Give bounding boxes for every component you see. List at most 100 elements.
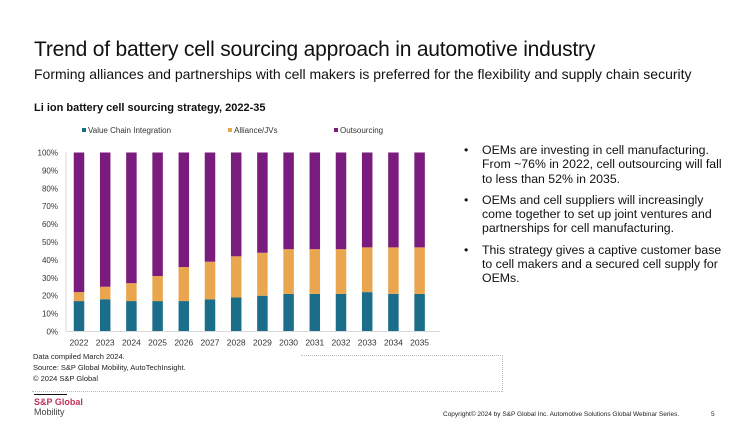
source-note-copyright: © 2024 S&P Global [33,374,99,383]
bar-value-chain-integration-2022 [73,301,85,332]
bar-outsourcing-2032 [335,152,347,250]
x-tick-label: 2033 [358,338,377,348]
bar-value-chain-integration-2025 [152,301,163,332]
x-tick-label: 2023 [96,338,115,348]
bar-outsourcing-2026 [178,152,190,268]
x-axis: 2022 2023 2024 2025 2026 2027 2028 2029 2030 2031… [66,331,440,348]
chart-legend: Value Chain Integration Alliance/JVs Outso… [82,126,383,135]
bar-value-chain-integration-2028 [230,297,242,332]
bar-value-chain-integration-2023 [99,299,111,332]
y-tick-label: 70% [42,202,58,211]
y-tick-label: 30% [42,274,58,283]
bar-value-chain-integration-2032 [335,293,347,332]
bars [73,152,425,332]
bar-alliance-jvs-2025 [152,276,163,302]
key-point: • OEMs and cell suppliers will increasing… [464,193,734,236]
legend-label: Value Chain Integration [88,126,171,135]
bar-value-chain-integration-2029 [257,295,268,332]
source-box-border [301,355,503,392]
key-point: • OEMs are investing in cell manufacturin… [464,143,734,186]
logo-sub: Mobility [34,407,65,417]
logo-brand: S&P Global [34,397,83,407]
x-tick-label: 2026 [174,338,193,348]
y-tick-label: 90% [42,166,58,175]
y-axis: 0% 10% 20% 30% 40% 50% 60% 70% 80% 90% 100% [38,149,67,337]
bar-outsourcing-2023 [99,152,111,287]
legend-item: Alliance/JVs [228,126,278,135]
bar-outsourcing-2033 [361,152,373,248]
bar-stack-2024 [126,152,137,332]
bar-alliance-jvs-2033 [361,247,373,293]
key-point-text: OEMs are investing in cell manufacturing… [482,143,722,186]
bar-outsourcing-2030 [283,152,294,250]
bar-outsourcing-2035 [414,152,425,248]
x-tick-label: 2027 [201,338,220,348]
bar-value-chain-integration-2026 [178,301,190,332]
key-point-text: OEMs and cell suppliers will increasingl… [482,192,712,236]
legend-item: Value Chain Integration [82,126,171,135]
bar-alliance-jvs-2022 [73,292,85,302]
bar-alliance-jvs-2029 [257,252,268,296]
bar-alliance-jvs-2030 [283,249,294,294]
y-tick-label: 40% [42,256,58,265]
bar-stack-2034 [388,152,399,332]
x-tick-label: 2025 [148,338,167,348]
key-points-list: • OEMs are investing in cell manufacturin… [464,143,734,293]
legend-swatch [334,128,338,132]
x-tick-label: 2030 [279,338,298,348]
source-notes: Data compiled March 2024. Source: S&P Gl… [32,351,502,392]
x-tick-label: 2022 [70,338,89,348]
bar-value-chain-integration-2035 [414,293,425,332]
bar-stack-2030 [283,152,294,332]
x-tick-label: 2032 [332,338,351,348]
bar-value-chain-integration-2034 [388,293,399,332]
bar-alliance-jvs-2028 [230,256,242,298]
bar-stack-2032 [335,152,347,332]
slide-subtitle: Forming alliances and partnerships with … [34,66,692,82]
y-tick-label: 20% [42,292,58,301]
bar-value-chain-integration-2033 [361,292,373,332]
bar-alliance-jvs-2035 [414,247,425,294]
bullet-icon: • [464,242,469,257]
bar-stack-2029 [257,152,268,332]
bullet-icon: • [464,192,469,207]
x-tick-label: 2024 [122,338,141,348]
stacked-bar-chart: Value Chain Integration Alliance/JVs Outso… [38,126,440,348]
x-tick-label: 2034 [384,338,403,348]
bar-value-chain-integration-2024 [126,301,137,332]
x-tick-label: 2031 [305,338,324,348]
bar-outsourcing-2025 [152,152,163,277]
legend-swatch [82,128,86,132]
source-note-date: Data compiled March 2024. [33,352,125,361]
legend-swatch [228,128,232,132]
bar-alliance-jvs-2026 [178,267,190,302]
footer-copyright: Copyright© 2024 by S&P Global Inc. Autom… [443,411,680,418]
bar-stack-2023 [99,152,111,332]
bar-stack-2027 [204,152,216,332]
x-tick-label: 2028 [227,338,246,348]
y-tick-label: 60% [42,220,58,229]
key-point-text: This strategy gives a captive customer b… [482,242,722,286]
bar-outsourcing-2024 [126,152,137,284]
bar-outsourcing-2031 [309,152,321,250]
bar-outsourcing-2027 [204,152,216,262]
page-number: 5 [711,411,715,418]
bar-outsourcing-2034 [388,152,399,248]
legend-label: Alliance/JVs [234,126,278,135]
slide-title: Trend of battery cell sourcing approach … [34,38,596,61]
legend-label: Outsourcing [340,126,383,135]
bar-alliance-jvs-2031 [309,249,321,294]
chart-title: Li ion battery cell sourcing strategy, 2… [34,102,266,114]
bar-stack-2028 [230,152,242,332]
bar-value-chain-integration-2031 [309,293,321,332]
y-tick-label: 50% [42,238,58,247]
legend-item: Outsourcing [334,126,383,135]
bar-value-chain-integration-2030 [283,293,294,332]
bar-outsourcing-2028 [230,152,242,257]
bar-outsourcing-2029 [257,152,268,253]
x-tick-label: 2029 [253,338,272,348]
bar-stack-2035 [414,152,425,332]
bar-alliance-jvs-2034 [388,247,399,294]
bar-value-chain-integration-2027 [204,299,216,332]
bar-alliance-jvs-2023 [99,286,111,300]
